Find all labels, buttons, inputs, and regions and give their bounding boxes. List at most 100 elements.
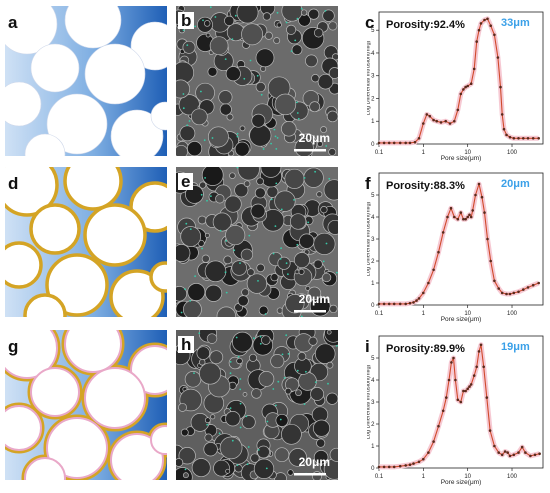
sem-pore [294, 269, 300, 275]
y-tick-label: 5 [371, 356, 375, 362]
sem-pore [205, 32, 211, 38]
y-tick-label: 5 [371, 193, 375, 199]
sem-dot [234, 14, 237, 17]
sem-dot [206, 199, 208, 202]
sem-dot [233, 249, 236, 252]
sem-pore [178, 447, 196, 465]
pore-sphere [30, 43, 80, 93]
sem-pore [289, 213, 307, 230]
data-point [486, 17, 489, 21]
data-point [485, 396, 489, 399]
sem-pore [321, 272, 332, 283]
sem-pore [210, 414, 216, 420]
sem-pore [219, 436, 243, 460]
pore-sphere [110, 433, 164, 480]
data-point [531, 137, 535, 140]
pore-sphere [30, 367, 80, 417]
sem-pore [250, 203, 266, 219]
sem-dot [285, 334, 288, 337]
sem-dot [290, 50, 293, 52]
data-point [477, 182, 481, 186]
sem-pore [191, 458, 211, 478]
pore-sphere [83, 203, 147, 267]
data-point [508, 454, 512, 458]
x-tick-label: 10 [464, 311, 471, 317]
schematic-panel-a: a [5, 6, 167, 156]
sem-pore [234, 464, 243, 473]
sem-pore [209, 350, 224, 365]
sem-pore [305, 54, 318, 68]
sem-dot [214, 16, 217, 18]
sem-dot [209, 6, 212, 9]
data-point [435, 119, 438, 123]
sem-dot [314, 381, 317, 383]
sem-dot [246, 463, 249, 466]
data-point [477, 350, 481, 353]
sem-dot [248, 234, 251, 237]
sem-dot [184, 468, 187, 471]
data-point [454, 378, 457, 382]
sem-pore [284, 387, 292, 395]
sem-dot [239, 388, 242, 391]
data-point [445, 396, 448, 399]
sem-pore [246, 273, 268, 294]
sem-dot [243, 77, 246, 80]
data-point [408, 463, 412, 466]
y-tick-label: 2 [371, 96, 375, 102]
sem-pore [253, 458, 275, 479]
sem-dot [272, 388, 275, 390]
sem-dot [236, 464, 239, 466]
sem-pore [232, 331, 253, 353]
sem-pore [307, 286, 322, 301]
sem-dot [270, 142, 272, 145]
sem-dot [182, 29, 185, 32]
sem-dot [253, 337, 255, 340]
peak-pore-size-label: 33μm [501, 17, 530, 29]
pore-sphere [150, 101, 167, 131]
chart-panel-c: 0.1 1 10 100 0 1 2 3 4 5 Pore size(μm) Log Differen… [365, 6, 545, 162]
sem-pore [187, 283, 206, 301]
sem-dot [204, 177, 206, 179]
sem-pore [187, 141, 203, 157]
sem-pore [312, 419, 331, 437]
y-tick-label: 1 [371, 119, 375, 125]
sem-dot [189, 300, 192, 302]
data-point [464, 389, 467, 393]
sem-dot [239, 378, 242, 380]
data-point [479, 22, 483, 25]
pore-sphere [5, 167, 59, 217]
y-tick-label: 4 [371, 378, 375, 384]
panel-label-i: i [365, 337, 370, 356]
sem-dot [235, 336, 238, 339]
data-point [432, 268, 435, 272]
intrusion-curve [379, 18, 539, 144]
sem-pore [236, 1, 259, 24]
x-tick-label: 0.1 [375, 150, 384, 156]
data-point [404, 302, 407, 306]
schematic-panel-d: d [5, 167, 167, 317]
sem-pore [326, 110, 339, 123]
chart-panel-i: 0.1 1 10 100 0 1 2 3 4 5 Pore size(μm) Log Differen… [365, 330, 545, 486]
sem-dot [265, 467, 268, 470]
data-point [417, 297, 421, 300]
sem-pore [274, 190, 296, 212]
panel-label-d: d [8, 174, 19, 193]
y-tick-label: 3 [371, 74, 375, 80]
sem-dot [182, 107, 185, 110]
sem-pore [199, 181, 207, 189]
data-point [422, 122, 425, 125]
data-point [377, 465, 381, 469]
pore-sphere [64, 6, 122, 49]
scale-label-h: 20μm [298, 455, 330, 469]
data-point [466, 84, 469, 88]
pore-sphere [149, 261, 167, 293]
sem-pore [328, 67, 341, 79]
data-point [392, 302, 396, 306]
sem-dot [239, 262, 241, 264]
sem-pore [204, 232, 210, 238]
data-point [505, 133, 508, 137]
sem-pore [303, 167, 324, 188]
data-point [466, 387, 469, 391]
curve-glow [379, 342, 541, 470]
sem-pore [201, 254, 210, 263]
